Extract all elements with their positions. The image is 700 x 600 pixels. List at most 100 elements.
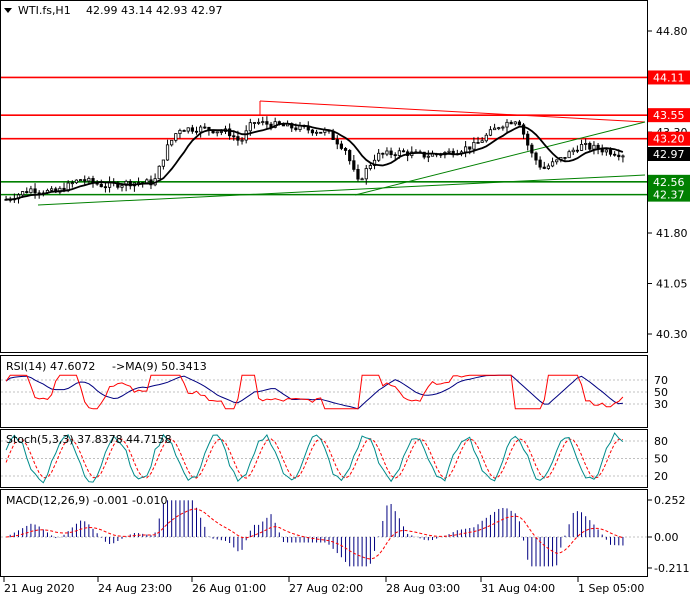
stoch-tick-label: 50 (654, 453, 668, 466)
rsi-ma-line (5, 374, 623, 410)
ohlc-label: 42.99 43.14 42.93 42.97 (86, 4, 222, 17)
candle-body (472, 142, 476, 150)
candle-body (505, 121, 509, 128)
candle-body (538, 159, 542, 168)
candle-body (257, 121, 261, 124)
collapse-triangle-icon[interactable] (4, 8, 12, 13)
candle-body (501, 126, 505, 129)
candle-body (550, 161, 555, 167)
candle-body (124, 180, 128, 186)
level-tag (648, 131, 690, 146)
candle-body (103, 186, 108, 189)
candle-body (377, 152, 381, 161)
candle-body (393, 154, 397, 157)
candle-body (352, 160, 356, 170)
candle-body (174, 133, 178, 141)
price-panel[interactable] (0, 0, 648, 353)
rsi-ma-title: ->MA(9) 50.3413 (112, 360, 207, 373)
price-tick-label: 40.30 (656, 328, 688, 341)
moving-average-line (6, 122, 624, 201)
candle-body (497, 127, 501, 130)
support-trendline-upper[interactable] (354, 121, 646, 196)
candle-body (426, 155, 430, 158)
candle-body (74, 179, 79, 184)
level-tag (648, 174, 690, 189)
time-tick-label: 27 Aug 02:00 (289, 582, 363, 595)
level-tag-label: 43.20 (653, 133, 685, 146)
candle-body (236, 136, 240, 141)
candle-body (343, 148, 348, 151)
candle-body (83, 179, 87, 182)
candle-body (484, 134, 488, 142)
candle-body (563, 157, 567, 159)
candle-body (33, 188, 37, 194)
rsi-tick-label: 30 (654, 398, 668, 411)
candle-body (526, 133, 530, 146)
candle-body (78, 179, 83, 182)
time-tick-label: 26 Aug 01:00 (192, 582, 266, 595)
macd-title: MACD(12,26,9) -0.001 -0.010 (6, 494, 167, 507)
time-tick-label: 1 Sep 05:00 (578, 582, 644, 595)
candle-body (161, 159, 165, 167)
stoch-signal-line (5, 438, 623, 479)
candle-body (194, 130, 199, 133)
candle-body (99, 183, 103, 188)
candle-body (517, 121, 522, 126)
candle-body (571, 149, 575, 153)
candle-body (513, 121, 517, 125)
candle-body (244, 130, 248, 141)
symbol-label: WTI.fs,H1 (18, 4, 71, 17)
candle-body (21, 191, 25, 196)
candle-body (314, 131, 319, 134)
stoch-panel[interactable] (0, 429, 648, 488)
candle-body (579, 144, 584, 151)
level-tag-label: 44.11 (653, 71, 685, 84)
candle-body (542, 166, 546, 169)
level-tag-label: 42.56 (653, 176, 685, 189)
macd-tick-label: 0.00 (654, 531, 679, 544)
candle-body (555, 159, 559, 163)
candle-body (356, 168, 360, 180)
candle-body (149, 179, 153, 186)
candle-body (178, 130, 182, 134)
candle-body (600, 148, 604, 153)
stoch-tick-label: 20 (654, 470, 668, 483)
time-tick-label: 24 Aug 23:00 (98, 582, 172, 595)
candle-body (29, 188, 33, 194)
rsi-line (5, 374, 624, 410)
candle-body (170, 139, 174, 146)
stoch-main-line (5, 432, 624, 484)
macd-signal-line (6, 508, 624, 560)
support-trendline[interactable] (37, 174, 646, 206)
candle-body (360, 178, 364, 181)
rsi-panel[interactable] (0, 355, 648, 428)
candle-body (621, 155, 625, 158)
candle-body (165, 144, 170, 161)
candle-body (476, 142, 480, 144)
candle-body (588, 143, 592, 150)
candle-body (335, 139, 339, 145)
stoch-tick-label: 80 (654, 435, 668, 448)
candle-body (348, 150, 352, 162)
current-price-label: 42.97 (653, 148, 685, 161)
candle-body (240, 139, 244, 142)
candle-body (228, 128, 232, 137)
level-tag (648, 108, 690, 123)
candle-body (294, 127, 298, 130)
candle-body (310, 129, 315, 134)
candle-body (265, 121, 269, 125)
level-tag (648, 70, 690, 85)
level-tag-label: 43.55 (653, 109, 685, 122)
resistance-trendline[interactable] (259, 100, 646, 123)
level-tag (648, 187, 690, 202)
candle-body (534, 152, 538, 161)
macd-tick-label: 0.252 (654, 494, 686, 507)
candle-body (182, 130, 186, 132)
candle-body (546, 165, 551, 169)
candle-body (480, 140, 484, 143)
candle-body (584, 143, 588, 145)
candle-body (608, 149, 613, 155)
candle-body (613, 153, 617, 156)
candle-body (87, 178, 91, 182)
candle-body (248, 122, 252, 132)
